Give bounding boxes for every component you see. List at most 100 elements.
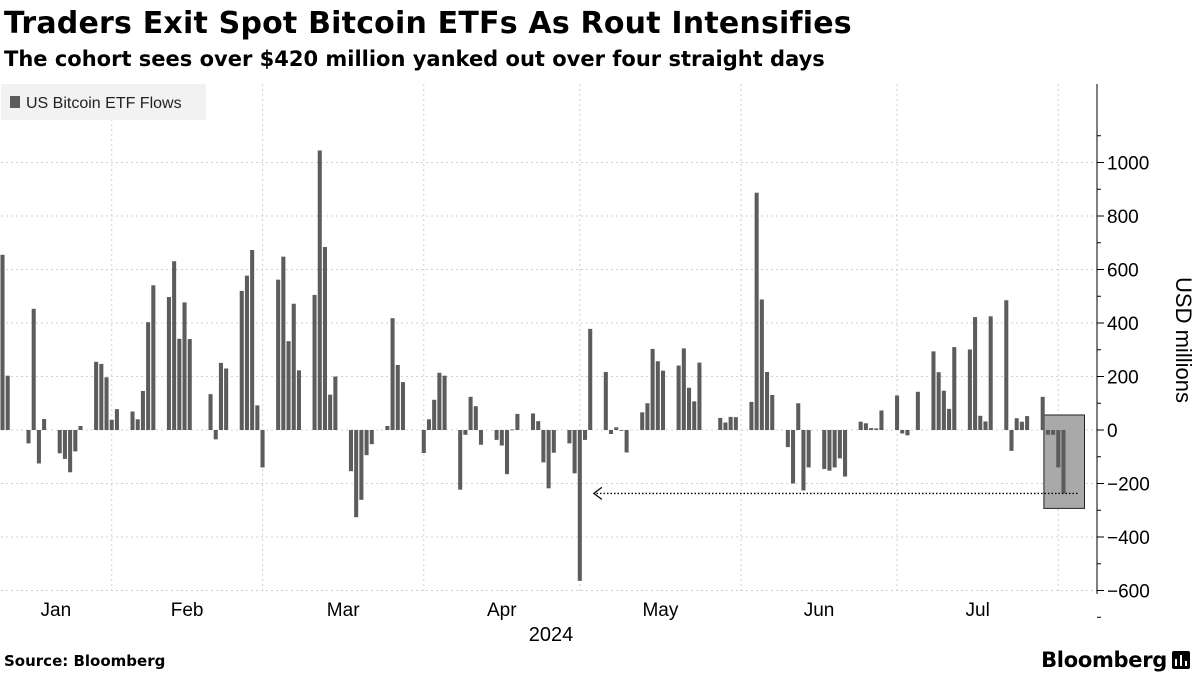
bar	[936, 372, 941, 430]
bar	[172, 261, 177, 430]
bar	[931, 351, 936, 430]
bar	[218, 362, 223, 430]
arrow-head	[592, 486, 603, 500]
bar	[900, 430, 905, 434]
bar	[109, 419, 114, 430]
bar	[541, 430, 546, 463]
bar	[660, 370, 666, 430]
bar	[322, 247, 327, 430]
bar	[791, 430, 796, 484]
bar	[718, 417, 723, 430]
bar	[291, 303, 296, 430]
bar	[530, 413, 536, 430]
bar	[166, 297, 171, 430]
legend-swatch	[10, 96, 20, 108]
bar	[905, 430, 910, 436]
bar	[364, 430, 369, 456]
bar	[806, 430, 811, 468]
bar	[151, 285, 156, 430]
bar	[499, 430, 504, 446]
bar	[785, 430, 790, 448]
bar	[1051, 430, 1056, 435]
bar	[42, 419, 47, 430]
bar	[68, 430, 73, 473]
bar	[551, 430, 556, 453]
x-axis-label: 2024	[529, 624, 574, 646]
bar	[770, 394, 775, 430]
bar	[967, 349, 972, 430]
chart-subtitle: The cohort sees over $420 million yanked…	[4, 47, 825, 71]
bar	[858, 421, 863, 430]
bloomberg-terminal-icon	[1172, 651, 1190, 669]
bar	[36, 430, 41, 464]
bar	[837, 430, 842, 459]
bar	[754, 192, 759, 430]
gridlines	[1, 84, 1097, 594]
bar	[608, 430, 614, 435]
bar	[692, 401, 697, 430]
chart-title: Traders Exit Spot Bitcoin ETFs As Rout I…	[4, 6, 852, 41]
x-tick-label: May	[642, 600, 678, 621]
bar	[603, 371, 608, 430]
bar	[1045, 430, 1050, 435]
y-tick-label: −600	[1107, 582, 1150, 603]
bar	[296, 370, 301, 430]
x-axis: Jan Feb Mar Apr May Jun Jul	[41, 600, 990, 621]
bar	[182, 302, 187, 430]
bar	[5, 375, 10, 430]
bar	[478, 430, 484, 445]
bar	[582, 430, 588, 440]
y-axis-label: USD millions	[1171, 277, 1196, 403]
bloomberg-logo: Bloomberg	[1041, 646, 1190, 674]
bar	[348, 430, 353, 472]
bar	[421, 430, 426, 454]
bar	[843, 430, 848, 477]
bar	[78, 425, 83, 430]
bar	[312, 294, 317, 430]
annotations	[592, 486, 1078, 500]
legend: US Bitcoin ETF Flows	[1, 84, 206, 120]
x-tick-label: Apr	[487, 600, 517, 621]
bar	[650, 348, 655, 430]
bar	[369, 430, 374, 445]
bar	[624, 430, 629, 453]
bar	[286, 341, 291, 430]
bar	[947, 408, 952, 430]
bar	[681, 348, 686, 430]
y-tick-label: 600	[1107, 261, 1139, 282]
bar	[354, 430, 359, 518]
bar	[952, 347, 957, 430]
bar	[57, 430, 62, 454]
bar	[177, 338, 182, 430]
bar	[567, 430, 572, 444]
bar	[572, 430, 577, 474]
bar	[510, 429, 515, 431]
bar	[941, 390, 946, 430]
bar	[869, 428, 874, 430]
bar	[0, 254, 5, 430]
bar	[31, 308, 36, 430]
bar	[390, 318, 395, 430]
y-tick-label: −200	[1107, 475, 1150, 496]
bar	[536, 421, 541, 430]
bar	[879, 410, 884, 430]
bar	[73, 430, 78, 452]
bar	[276, 279, 281, 430]
bar	[395, 364, 400, 430]
bar	[62, 430, 67, 459]
source-note: Source: Bloomberg	[4, 652, 166, 670]
brand-wordmark: Bloomberg	[1041, 648, 1167, 672]
bar	[213, 430, 218, 440]
bar	[655, 361, 660, 430]
bar	[676, 365, 681, 430]
bar	[640, 412, 645, 430]
bar	[255, 405, 260, 430]
bar	[208, 394, 213, 430]
bar	[442, 375, 447, 430]
bar	[426, 419, 432, 430]
bar	[978, 415, 983, 430]
bar	[915, 391, 920, 430]
bar	[281, 256, 286, 430]
bar	[140, 390, 145, 430]
x-tick-label: Feb	[171, 600, 204, 621]
